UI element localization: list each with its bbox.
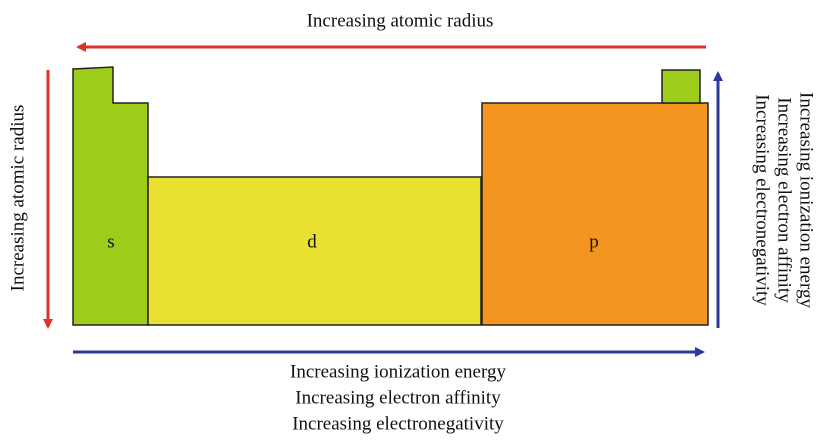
- left-label: Increasing atomic radius: [7, 105, 28, 292]
- d-label: d: [307, 231, 317, 252]
- p-block: [481, 102, 709, 326]
- bottom-label: Increasing electron affinity: [295, 387, 501, 408]
- top-label: Increasing atomic radius: [307, 10, 494, 31]
- s-block: [72, 66, 149, 326]
- right-label: Increasing electron affinity: [774, 97, 795, 303]
- right-label: Increasing ionization energy: [796, 92, 817, 308]
- bottom-label: Increasing ionization energy: [290, 361, 506, 382]
- bottom-label: Increasing electronegativity: [292, 413, 504, 434]
- helium-block: [661, 69, 701, 104]
- p-label: p: [589, 231, 599, 252]
- s-label: s: [107, 231, 114, 252]
- d-block: [147, 176, 482, 326]
- right-label: Increasing electronegativity: [752, 94, 773, 306]
